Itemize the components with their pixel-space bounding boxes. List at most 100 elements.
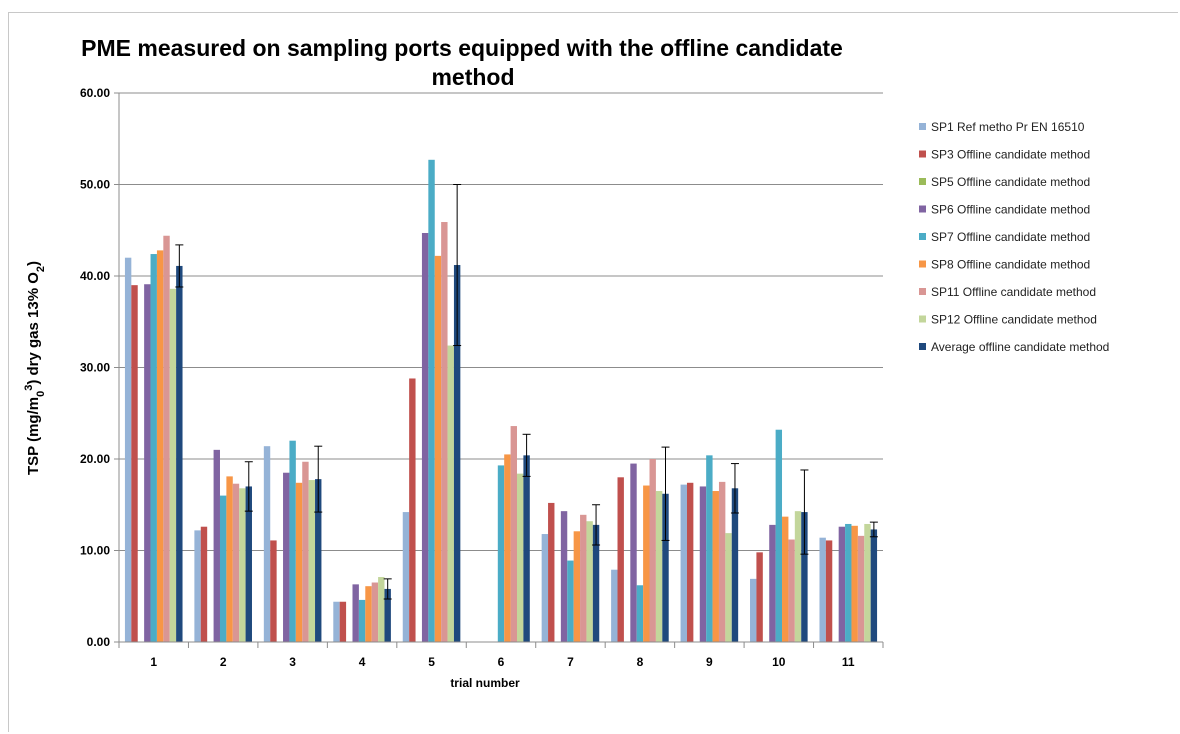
legend-swatch: [919, 315, 926, 323]
bar: [358, 599, 366, 642]
bar: [680, 484, 687, 642]
bar: [156, 250, 164, 642]
x-tick-label: 2: [220, 655, 227, 669]
bar: [788, 539, 795, 642]
x-tick-label: 3: [289, 655, 296, 669]
bar: [302, 461, 309, 642]
bar: [706, 455, 713, 642]
bar: [339, 601, 347, 642]
bar: [371, 582, 379, 642]
bar: [510, 426, 517, 642]
y-tick-label: 30.00: [80, 361, 110, 375]
bar: [630, 463, 637, 642]
bar: [592, 524, 600, 642]
legend-swatch: [919, 288, 926, 295]
bar: [718, 481, 726, 642]
legend-entry: SP8 Offline candidate method: [931, 258, 1090, 272]
bar: [819, 537, 826, 642]
bar: [232, 483, 240, 642]
legend-swatch: [919, 233, 926, 240]
bar: [825, 540, 833, 642]
bar: [308, 480, 316, 642]
bar: [428, 159, 435, 643]
x-tick-label: 8: [637, 655, 644, 669]
bar: [541, 534, 549, 642]
x-axis-title: trial number: [450, 676, 520, 690]
legend: SP1 Ref metho Pr EN 16510 SP3 Offline can…: [919, 120, 1109, 354]
bar: [731, 488, 739, 642]
bar: [289, 440, 296, 642]
chart-frame: [8, 12, 1178, 732]
bar: [801, 512, 808, 642]
y-axis-title-sup3: 3: [23, 385, 35, 391]
legend-swatch: [919, 150, 926, 158]
bar: [750, 578, 757, 642]
legend-entry: Average offline candidate method: [931, 340, 1109, 354]
bar: [378, 577, 385, 642]
bar: [352, 584, 359, 642]
legend-entry: SP5 Offline candidate method: [931, 175, 1090, 189]
bar: [194, 530, 201, 642]
bar: [775, 429, 783, 642]
y-axis-title-sub2: 2: [35, 266, 47, 272]
bar: [263, 446, 271, 642]
bar: [794, 511, 802, 642]
chart-title-line2: method: [431, 64, 514, 90]
y-tick-label: 20.00: [80, 452, 110, 466]
bar: [517, 473, 524, 642]
bar: [699, 486, 707, 642]
bar: [523, 455, 530, 642]
legend-entry: SP6 Offline candidate method: [931, 203, 1090, 217]
bar: [782, 516, 789, 642]
y-tick-label: 40.00: [80, 269, 110, 283]
bar: [655, 491, 663, 642]
bar: [617, 477, 624, 642]
bar: [213, 449, 220, 642]
bar: [365, 586, 372, 642]
bar: [686, 482, 694, 642]
x-tick-label: 4: [359, 655, 366, 669]
bar: [239, 488, 246, 642]
bar: [226, 476, 233, 642]
bar: [409, 378, 416, 642]
y-axis-title-main: TSP (mg/m: [25, 397, 42, 475]
bar: [245, 486, 252, 642]
bar: [270, 540, 277, 642]
bar: [857, 535, 865, 642]
legend-swatch: [919, 343, 926, 350]
bar: [504, 454, 511, 642]
bar: [851, 525, 858, 642]
y-tick-label: 50.00: [80, 178, 110, 192]
y-tick-label: 10.00: [80, 544, 110, 558]
bar: [163, 235, 170, 643]
x-tick-label: 5: [428, 655, 435, 669]
bar: [497, 465, 505, 642]
legend-entry: SP11 Offline candidate method: [931, 285, 1096, 299]
legend-swatch: [919, 178, 926, 185]
bar: [453, 265, 461, 642]
bar: [636, 585, 644, 642]
bar: [870, 529, 878, 642]
bar: [643, 485, 650, 642]
bar: [662, 493, 669, 642]
bars-layer: [124, 159, 878, 643]
x-tick-label: 7: [567, 655, 574, 669]
chart-title-line1: PME measured on sampling ports equipped …: [81, 35, 843, 61]
bar: [131, 285, 138, 642]
x-tick-label: 11: [842, 655, 855, 669]
y-tick-label: 0.00: [87, 635, 111, 649]
x-tick-label: 10: [772, 655, 786, 669]
bar: [838, 526, 846, 642]
bar: [200, 526, 208, 642]
bar: [548, 502, 555, 642]
bar: [447, 345, 454, 642]
bar: [769, 524, 776, 642]
bar: [864, 523, 871, 642]
bar: [567, 560, 574, 642]
bar: [573, 531, 581, 642]
bar: [712, 491, 719, 642]
bar: [580, 514, 587, 642]
axis-layer: 0.00 10.00 20.00 30.00 40.00 50.00 60.00 1 2 3 4 5 6…: [80, 86, 884, 669]
bar: [560, 511, 568, 642]
x-tick-label: 1: [150, 655, 157, 669]
